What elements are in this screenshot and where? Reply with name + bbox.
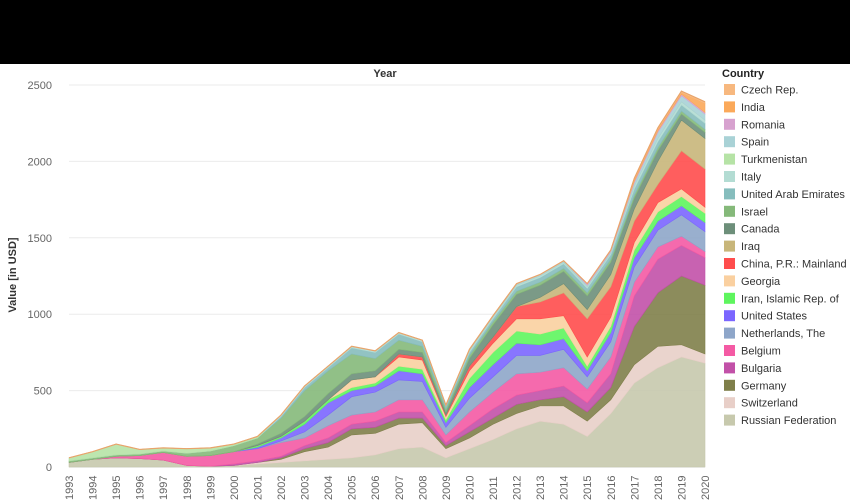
legend-title: Country bbox=[722, 68, 765, 80]
legend-label: Iran, Islamic Rep. of bbox=[741, 293, 840, 305]
legend-swatch bbox=[724, 327, 735, 339]
legend-swatch bbox=[724, 275, 735, 287]
legend-swatch bbox=[724, 153, 735, 165]
legend-swatch bbox=[724, 345, 735, 356]
x-tick-label: 2010 bbox=[464, 476, 476, 500]
x-tick-label: 2009 bbox=[441, 476, 453, 500]
legend-label: Netherlands, The bbox=[741, 328, 825, 340]
legend-label: Iraq bbox=[741, 241, 760, 253]
y-tick-label: 2500 bbox=[28, 80, 52, 92]
x-tick-label: 1994 bbox=[88, 476, 100, 500]
y-tick-label: 1000 bbox=[28, 309, 52, 321]
x-tick-label: 2002 bbox=[276, 476, 288, 500]
x-tick-label: 2017 bbox=[629, 476, 641, 500]
legend-label: China, P.R.: Mainland bbox=[741, 259, 847, 271]
x-tick-label: 1995 bbox=[111, 476, 123, 500]
stack-total-outline bbox=[68, 90, 706, 459]
legend-label: Switzerland bbox=[741, 398, 798, 410]
y-axis-title: Value [in USD] bbox=[7, 237, 19, 313]
x-tick-label: 2013 bbox=[535, 476, 547, 500]
y-tick-label: 1500 bbox=[28, 233, 52, 245]
legend-swatch bbox=[724, 292, 735, 304]
y-tick-label: 500 bbox=[34, 386, 52, 398]
legend-label: United Arab Emirates bbox=[741, 189, 845, 201]
x-tick-label: 1998 bbox=[182, 476, 194, 500]
x-tick-label: 1993 bbox=[64, 476, 76, 500]
x-axis-title: Year bbox=[373, 68, 397, 80]
legend-swatch bbox=[724, 240, 735, 252]
x-tick-label: 2000 bbox=[229, 476, 241, 500]
legend-label: Romania bbox=[741, 119, 786, 131]
legend-swatch bbox=[724, 118, 735, 130]
legend-swatch bbox=[724, 136, 735, 148]
legend-swatch bbox=[724, 362, 735, 374]
legend: Czech Rep. India Romania Spain Turkmenistan I… bbox=[724, 84, 847, 427]
legend-swatch bbox=[724, 379, 735, 391]
x-tick-label: 2008 bbox=[417, 476, 429, 500]
legend-swatch bbox=[724, 205, 735, 217]
legend-label: Bulgaria bbox=[741, 363, 782, 375]
legend-swatch bbox=[724, 223, 735, 235]
y-axis-ticks: 0 500 1000 1500 2000 2500 bbox=[28, 80, 52, 474]
area-series bbox=[68, 90, 706, 468]
legend-label: Russian Federation bbox=[741, 415, 836, 427]
legend-swatch bbox=[724, 310, 735, 322]
y-tick-label: 0 bbox=[46, 462, 52, 474]
x-tick-label: 2015 bbox=[582, 476, 594, 500]
legend-label: Turkmenistan bbox=[741, 154, 807, 166]
legend-label: Canada bbox=[741, 224, 780, 236]
x-tick-label: 2020 bbox=[700, 476, 712, 500]
x-tick-label: 1997 bbox=[158, 476, 170, 500]
legend-label: Spain bbox=[741, 137, 769, 149]
legend-swatch bbox=[724, 258, 735, 269]
legend-swatch bbox=[724, 101, 735, 113]
legend-swatch bbox=[724, 84, 735, 95]
legend-label: Israel bbox=[741, 206, 768, 218]
y-tick-label: 2000 bbox=[28, 156, 52, 168]
x-tick-label: 2004 bbox=[323, 476, 335, 500]
x-tick-label: 2007 bbox=[394, 476, 406, 500]
legend-swatch bbox=[724, 397, 735, 409]
legend-label: United States bbox=[741, 311, 808, 323]
x-tick-label: 2011 bbox=[488, 476, 500, 500]
x-tick-label: 1999 bbox=[205, 476, 217, 500]
x-axis-ticks: 1993 1994 1995 1996 1997 1998 1999 2000 2001 2002… bbox=[64, 476, 712, 500]
x-tick-label: 2016 bbox=[606, 476, 618, 500]
x-tick-label: 1996 bbox=[135, 476, 147, 500]
legend-label: India bbox=[741, 102, 766, 114]
x-tick-label: 2012 bbox=[512, 476, 524, 500]
legend-label: Italy bbox=[741, 172, 762, 184]
legend-swatch bbox=[724, 188, 735, 200]
x-tick-label: 2006 bbox=[370, 476, 382, 500]
legend-label: Georgia bbox=[741, 276, 781, 288]
x-tick-label: 2018 bbox=[653, 476, 665, 500]
x-tick-label: 2019 bbox=[676, 476, 688, 500]
x-tick-label: 2003 bbox=[300, 476, 312, 500]
x-tick-label: 2001 bbox=[252, 476, 264, 500]
x-tick-label: 2005 bbox=[347, 476, 359, 500]
legend-label: Germany bbox=[741, 380, 787, 392]
legend-label: Belgium bbox=[741, 346, 781, 358]
legend-swatch bbox=[724, 414, 735, 426]
legend-swatch bbox=[724, 171, 735, 182]
legend-label: Czech Rep. bbox=[741, 85, 798, 97]
x-tick-label: 2014 bbox=[559, 476, 571, 500]
